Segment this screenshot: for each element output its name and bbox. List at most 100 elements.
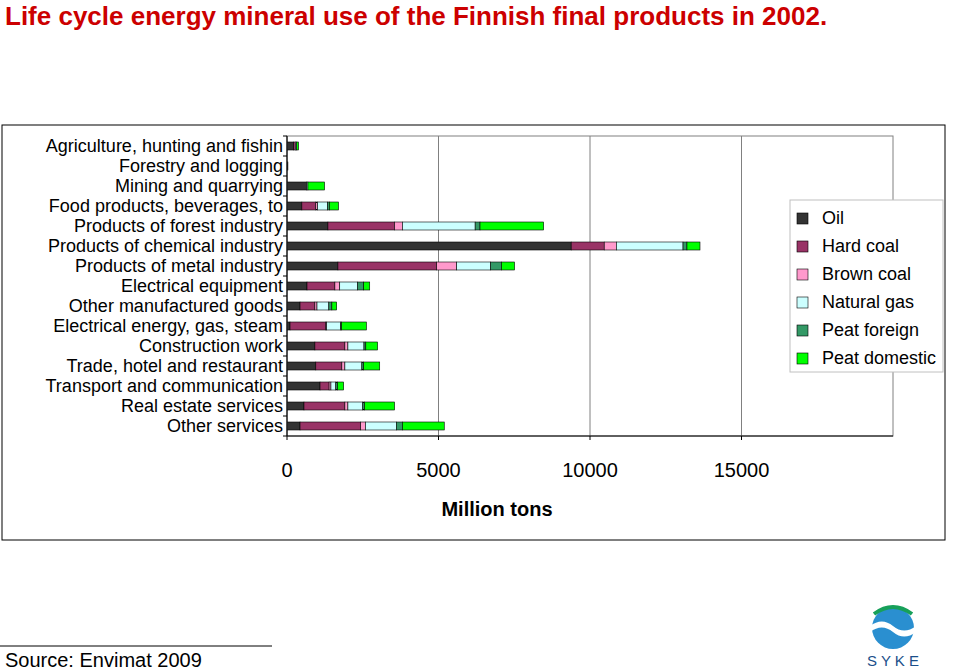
- legend-label: Hard coal: [822, 236, 899, 256]
- bar-segment: [366, 342, 378, 350]
- category-tick: [283, 236, 287, 237]
- chart-frame: [2, 125, 945, 540]
- bar-segment: [402, 222, 475, 230]
- category-tick: [283, 436, 287, 437]
- bar-segment: [491, 262, 502, 270]
- bar-segment: [287, 382, 320, 390]
- bar-segment: [290, 322, 326, 330]
- bar-segment: [358, 282, 364, 290]
- source-rule: [0, 646, 272, 647]
- category-label: Food products, beverages, to: [49, 196, 283, 216]
- category-label: Forestry and logging: [119, 156, 283, 176]
- category-tick: [283, 316, 287, 317]
- bar-segment: [345, 362, 362, 370]
- category-tick: [283, 156, 287, 157]
- tick-label: 5000: [416, 459, 461, 481]
- grid-line: [741, 136, 742, 436]
- category-tick: [283, 376, 287, 377]
- logo: S Y K E: [867, 607, 919, 669]
- bar-segment: [335, 282, 340, 290]
- bar-segment: [318, 202, 328, 210]
- legend-label: Oil: [822, 208, 844, 228]
- bar-segment: [287, 402, 304, 410]
- bar-segment: [340, 282, 358, 290]
- bar-segment: [287, 262, 338, 270]
- category-label: Electrical equipment: [121, 276, 283, 296]
- bars: [287, 142, 700, 430]
- bar-segment: [327, 322, 341, 330]
- bar-segment: [364, 282, 370, 290]
- bar-segment: [328, 222, 395, 230]
- category-tick: [283, 276, 287, 277]
- legend-swatch: [797, 325, 808, 336]
- bar-segment: [365, 402, 395, 410]
- legend-box: [790, 200, 943, 372]
- bar-segment: [604, 242, 616, 250]
- category-label: Products of metal industry: [75, 256, 283, 276]
- bar-segment: [329, 202, 338, 210]
- bar-segment: [287, 322, 290, 330]
- x-axis-label: Million tons: [441, 498, 552, 520]
- bar-segment: [295, 142, 296, 150]
- bar-segment: [396, 422, 402, 430]
- category-tick: [283, 256, 287, 257]
- bar-segment: [287, 202, 302, 210]
- category-tick: [283, 296, 287, 297]
- bar-segment: [287, 162, 288, 170]
- bar-segment: [317, 302, 329, 310]
- bar-segment: [287, 162, 288, 170]
- bar-segment: [338, 382, 344, 390]
- legend-swatch: [797, 353, 808, 364]
- category-label: Real estate services: [121, 396, 283, 416]
- category-tick: [283, 196, 287, 197]
- tick-mark: [741, 436, 742, 440]
- category-label: Electrical energy, gas, steam: [53, 316, 283, 336]
- bar-segment: [348, 342, 364, 350]
- logo-arc: [874, 607, 912, 614]
- bar-segment: [287, 422, 300, 430]
- chart-title: Life cycle energy mineral use of the Fin…: [5, 0, 910, 35]
- category-label: Products of forest industry: [74, 216, 283, 236]
- bar-segment: [287, 362, 316, 370]
- bar-segment: [287, 222, 328, 230]
- legend-swatch: [797, 241, 808, 252]
- bar-segment: [287, 162, 288, 170]
- bar-segment: [287, 142, 294, 150]
- bar-segment: [302, 202, 316, 210]
- legend-swatch: [797, 213, 808, 224]
- category-label: Trade, hotel and restaurant: [67, 356, 283, 376]
- legend-label: Brown coal: [822, 264, 911, 284]
- bar-segment: [687, 242, 700, 250]
- legend: OilHard coalBrown coalNatural gasPeat fo…: [790, 200, 943, 372]
- grid-line: [438, 136, 439, 436]
- bar-segment: [345, 402, 348, 410]
- legend-swatch: [797, 269, 808, 280]
- bar-segment: [502, 262, 515, 270]
- tick-mark: [438, 436, 439, 440]
- logo-wave: [870, 622, 916, 637]
- bar-segment: [332, 302, 337, 310]
- category-tick: [283, 416, 287, 417]
- bar-segment: [287, 302, 300, 310]
- category-tick: [283, 336, 287, 337]
- bar-segment: [402, 422, 444, 430]
- category-tick: [283, 136, 287, 137]
- bar-segment: [287, 242, 571, 250]
- logo-text: S Y K E: [867, 652, 919, 669]
- bar-segment: [571, 242, 604, 250]
- bar-segment: [616, 242, 683, 250]
- bar-segment: [287, 162, 288, 170]
- bar-segment: [345, 342, 348, 350]
- bar-segment: [306, 182, 307, 190]
- bar-segment: [287, 182, 307, 190]
- bar-segment: [287, 282, 307, 290]
- tick-mark: [590, 436, 591, 440]
- bar-segment: [348, 402, 363, 410]
- category-label: Transport and communication: [46, 376, 283, 396]
- bar-segment: [331, 382, 336, 390]
- category-label: Agriculture, hunting and fishin: [46, 136, 283, 156]
- bar-segment: [480, 222, 544, 230]
- bar-segment: [287, 162, 288, 170]
- bar-segment: [300, 302, 315, 310]
- bar-segment: [338, 262, 437, 270]
